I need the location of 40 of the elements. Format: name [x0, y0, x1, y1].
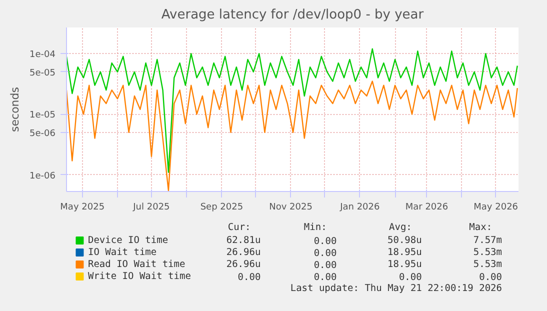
legend-label: IO Wait time: [88, 247, 157, 258]
x-tick-label: May 2025: [60, 202, 105, 212]
x-tick-label: Mar 2026: [405, 202, 448, 212]
text: 0.00: [479, 272, 502, 283]
text: Last update: Thu May 21 22:00:19 2026: [290, 283, 502, 294]
text: 62.81u: [226, 235, 261, 246]
text: 0.00: [314, 248, 337, 259]
text: 0.00: [314, 236, 337, 247]
legend-label: Write IO Wait time: [88, 271, 192, 282]
y-tick-label: 5e-06: [30, 128, 56, 139]
text: 26.96u: [226, 259, 261, 270]
y-axis-title: seconds: [8, 86, 22, 132]
text: 0.00: [314, 272, 337, 283]
x-tick-label: Jul 2025: [132, 202, 170, 212]
x-tick-label: May 2026: [474, 202, 518, 212]
x-tick-label: Sep 2025: [200, 202, 244, 212]
chart-title: Average latency for /dev/loop0 - by year: [161, 8, 424, 22]
text: 0.00: [398, 272, 422, 283]
y-tick-label: 5e-05: [30, 68, 56, 78]
y-tick-label: 1e-04: [30, 50, 56, 60]
text: Max:: [469, 222, 492, 233]
x-tick-label: Nov 2025: [269, 202, 312, 212]
legend-label: Read IO Wait time: [88, 259, 186, 270]
text: Cur:: [228, 222, 251, 233]
text: 7.57m: [473, 235, 502, 246]
x-tick-label: Jan 2026: [339, 202, 380, 212]
text: 5.53m: [473, 259, 502, 270]
text: 50.98u: [388, 235, 422, 246]
text: 18.95u: [388, 259, 422, 270]
text: 26.96u: [226, 247, 261, 258]
text: 0.00: [314, 260, 337, 271]
y-tick-label: 1e-05: [30, 110, 56, 121]
text: Avg:: [389, 222, 412, 233]
text: 5.53m: [473, 247, 502, 258]
text: 0.00: [238, 272, 261, 283]
line-series: [66, 48, 518, 173]
y-tick-label: 1e-06: [30, 171, 56, 182]
legend-label: Device IO time: [88, 235, 168, 246]
text: 18.95u: [388, 247, 422, 258]
text: Min:: [304, 222, 327, 233]
